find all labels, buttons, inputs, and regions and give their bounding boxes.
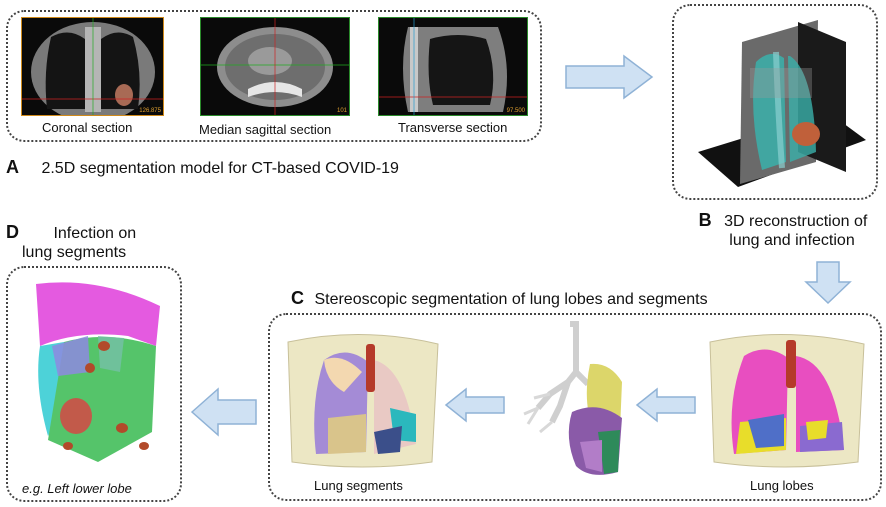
airway-lung-image <box>523 321 622 475</box>
sagittal-readout: 101 <box>336 108 347 114</box>
panel-a-letter: A <box>6 157 19 177</box>
coronal-section-label: Coronal section <box>42 120 133 135</box>
panel-b-letter: B <box>698 210 712 230</box>
panel-c-title: Stereoscopic segmentation of lung lobes … <box>314 291 708 308</box>
panel-d-title-line1: Infection on <box>53 225 137 242</box>
panel-d-letter: D <box>6 222 19 242</box>
panel-a-caption: A 2.5D segmentation model for CT-based C… <box>6 158 399 178</box>
arrow-airway-to-segments <box>444 387 505 423</box>
panel-d-example-caption: e.g. Left lower lobe <box>22 481 132 496</box>
panel-b-caption: B 3D reconstruction of lung and infectio… <box>680 211 886 250</box>
panel-a-title: 2.5D segmentation model for CT-based COV… <box>41 160 399 177</box>
arrow-a-to-b <box>565 54 654 100</box>
panel-b-title-line1: 3D reconstruction of <box>724 213 868 230</box>
lung-segments-label: Lung segments <box>314 478 403 493</box>
panel-d-box <box>6 266 182 502</box>
panel-b-title-line2: lung and infection <box>729 232 855 249</box>
median-sagittal-section-label: Median sagittal section <box>199 122 332 137</box>
arrow-lobes-to-airway <box>635 387 696 423</box>
transverse-section-label: Transverse section <box>398 120 508 135</box>
coronal-readout: 126.875 <box>139 108 161 114</box>
left-lower-lobe-image <box>36 282 160 462</box>
3d-reconstruction-image <box>698 20 866 187</box>
transverse-readout: 97.500 <box>506 108 525 114</box>
panel-c-letter: C <box>291 288 304 308</box>
panel-c-caption: C Stereoscopic segmentation of lung lobe… <box>291 289 708 309</box>
arrow-c-to-d <box>190 387 257 437</box>
lung-lobes-label: Lung lobes <box>750 478 814 493</box>
panel-d-caption: D Infection on lung segments <box>6 223 136 262</box>
panel-b-box <box>672 4 878 200</box>
panel-a-box <box>6 10 542 142</box>
sagittal-ct-image: 101 <box>200 17 350 116</box>
panel-c-box <box>268 313 882 501</box>
transverse-ct-image: 97.500 <box>378 17 528 116</box>
lung-lobes-image <box>709 333 865 468</box>
arrow-b-to-c <box>804 261 852 305</box>
coronal-ct-image: 126.875 <box>21 17 164 116</box>
lung-segments-image <box>287 333 439 468</box>
panel-d-title-line2: lung segments <box>22 244 127 261</box>
